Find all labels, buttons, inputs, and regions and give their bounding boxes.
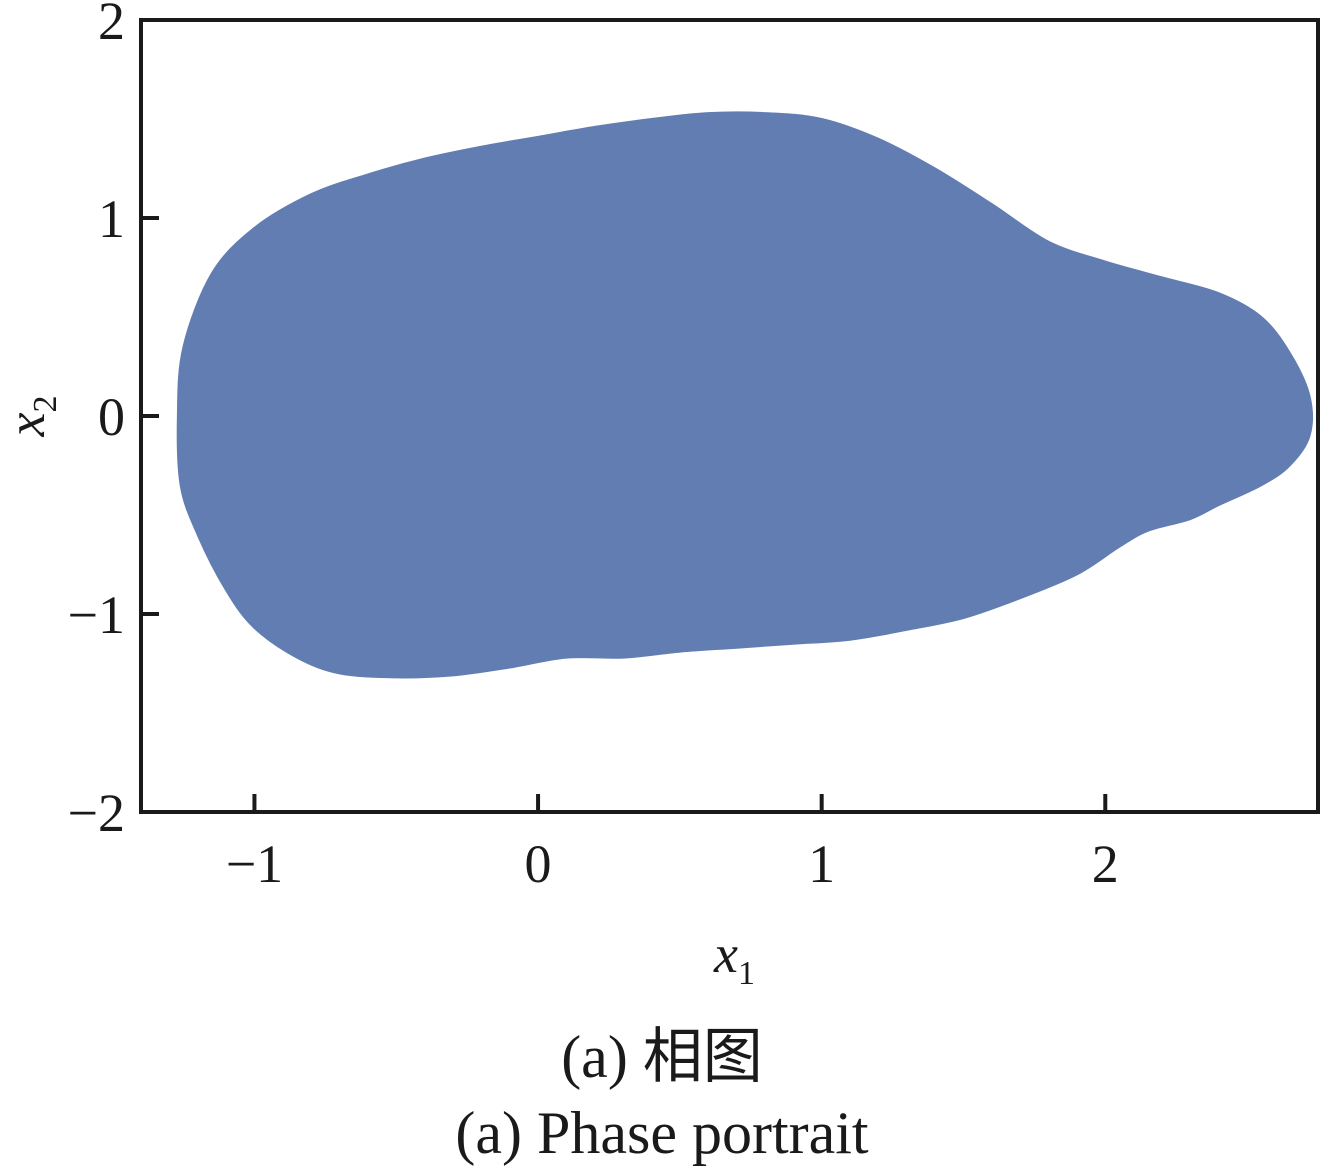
x-tick-label: 0 [525, 834, 552, 894]
y-tick-label: −2 [68, 783, 125, 843]
x-axis-label: x1 [713, 924, 755, 992]
caption-english: (a) Phase portrait [455, 1100, 869, 1166]
x-tick-label: 2 [1092, 834, 1119, 894]
ticks-layer: −1 0 1 2 −2 −1 0 1 2 [68, 0, 1119, 894]
y-axis-label: x2 [0, 396, 64, 438]
y-tick-label: 1 [98, 189, 125, 249]
plot-layer [176, 111, 1313, 679]
x-tick-label: 1 [808, 834, 835, 894]
trajectory-region-0 [176, 111, 1313, 679]
x-tick-label: −1 [226, 834, 283, 894]
caption-chinese: (a) 相图 [561, 1024, 763, 1090]
y-tick-label: −1 [68, 585, 125, 645]
y-tick-label: 0 [98, 387, 125, 447]
y-tick-label: 2 [98, 0, 125, 51]
